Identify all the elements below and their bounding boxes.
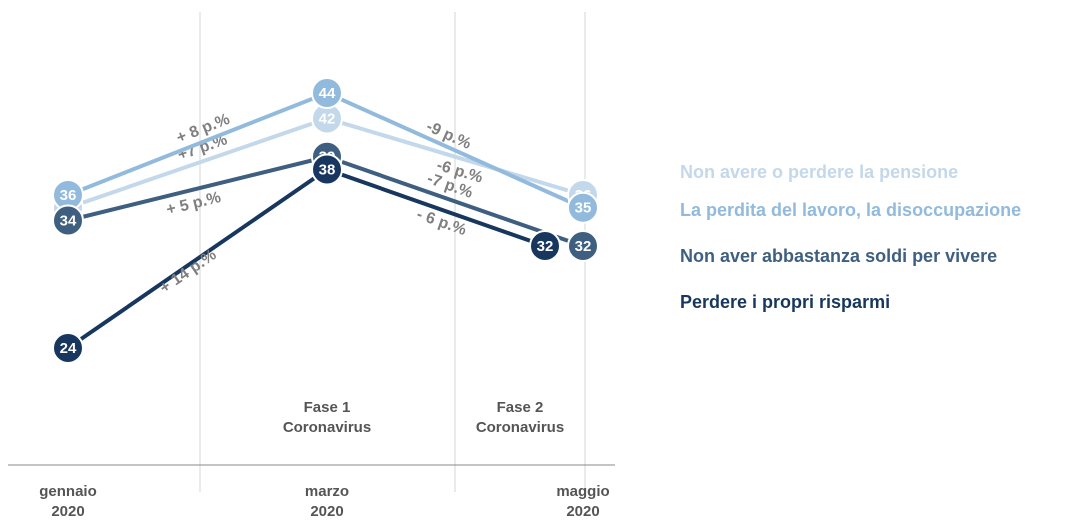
point <box>52 332 84 364</box>
data-label: 38 <box>319 161 336 178</box>
point <box>52 204 84 237</box>
annotation: Fase 2 Coronavirus <box>475 399 565 436</box>
point <box>311 77 343 109</box>
data-label: 34 <box>60 212 77 229</box>
data-label: 36 <box>60 187 77 204</box>
x-tick-label: maggio 2020 <box>556 483 610 520</box>
point <box>529 230 561 262</box>
annotation: Fase 1 Coronavirus <box>282 399 372 436</box>
point <box>567 230 599 262</box>
data-label: 32 <box>537 238 554 255</box>
legend-entry: La perdita del lavoro, la disoccupazione <box>680 200 1022 220</box>
legend-entry: Non avere o perdere la pensione <box>680 162 959 182</box>
line <box>66 167 546 350</box>
data-label: 35 <box>575 200 592 217</box>
data-label: 32 <box>575 238 592 255</box>
legend-entry: Perdere i propri risparmi <box>680 292 891 312</box>
legend-entry: Non aver abbastanza soldi per vivere <box>680 246 998 266</box>
point <box>311 153 343 186</box>
change-label: + 14 p.% <box>157 246 220 297</box>
data-label: 42 <box>319 110 336 127</box>
data-label: 44 <box>319 85 336 102</box>
x-tick-label: gennaio 2020 <box>39 483 97 520</box>
point <box>567 191 599 224</box>
x-tick-label: marzo 2020 <box>304 483 350 520</box>
data-label: 24 <box>60 340 77 357</box>
